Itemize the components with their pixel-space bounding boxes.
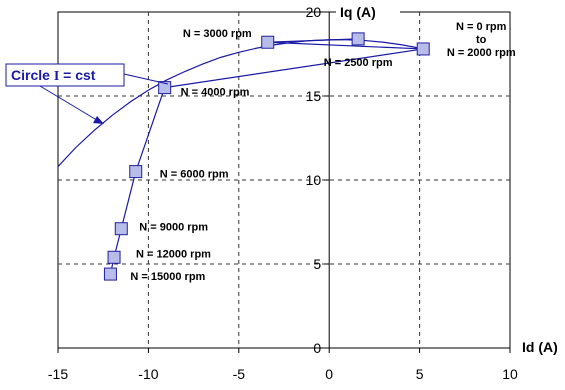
data-point-marker	[103, 267, 117, 281]
point-label: N = 4000 rpm	[181, 87, 250, 99]
point-label: N = 3000 rpm	[183, 28, 252, 40]
y-axis-title: Iq (A)	[340, 4, 376, 20]
y-tick-label: 20	[306, 4, 322, 20]
callout-arrowhead	[93, 116, 104, 124]
circle-callout: Circle I = cst	[5, 63, 169, 124]
x-tick-label: -10	[138, 366, 158, 382]
point-label-line: N = 2000 rpm	[447, 47, 516, 59]
point-label-line: to	[476, 34, 487, 46]
y-tick-label: 15	[306, 88, 322, 104]
y-tick-label: 0	[313, 340, 321, 356]
data-point-marker	[129, 165, 143, 179]
y-tick-label: 5	[313, 256, 321, 272]
callout-arrow-to-circle	[39, 85, 101, 123]
point-labels: N = 15000 rpm N = 12000 rpm N = 9000 rpm N …	[130, 21, 515, 283]
point-label: N = 2500 rpm	[324, 57, 393, 69]
x-tick-label: 5	[416, 366, 424, 382]
data-points	[103, 32, 430, 281]
point-label: N = 6000 rpm	[160, 169, 229, 181]
circle-callout-box	[5, 63, 125, 87]
data-point-marker	[158, 81, 172, 95]
x-tick-label: -15	[48, 366, 68, 382]
x-axis-title-group: Id (A)	[516, 336, 565, 356]
point-label: N = 9000 rpm	[139, 222, 208, 234]
x-tick-label: 10	[502, 366, 518, 382]
data-point-marker	[351, 32, 365, 46]
data-point-marker	[114, 222, 128, 236]
x-tick-labels: -15 -10 -5 0 5 10	[48, 348, 518, 382]
data-point-marker	[107, 250, 121, 264]
y-tick-labels: 0 5 10 15 20	[306, 4, 330, 356]
point-label: N = 0 rpm to N = 2000 rpm	[447, 21, 516, 59]
y-tick-label: 10	[306, 172, 322, 188]
point-label: N = 12000 rpm	[136, 248, 211, 260]
callout-arrow-to-curve	[123, 73, 169, 85]
circle-callout-prefix: Circle	[11, 67, 54, 83]
data-point-marker	[416, 42, 430, 56]
data-point-marker	[261, 35, 275, 49]
point-label: N = 15000 rpm	[130, 271, 205, 283]
x-tick-label: -5	[233, 366, 246, 382]
x-tick-label: 0	[325, 366, 333, 382]
circle-callout-symbol: I	[54, 69, 59, 84]
y-axis-title-group: Iq (A)	[336, 2, 400, 20]
circle-callout-label: Circle I = cst	[11, 67, 96, 84]
point-label-line: N = 0 rpm	[456, 21, 507, 33]
circle-callout-suffix: = cst	[59, 67, 96, 83]
x-axis-title: Id (A)	[522, 339, 558, 355]
